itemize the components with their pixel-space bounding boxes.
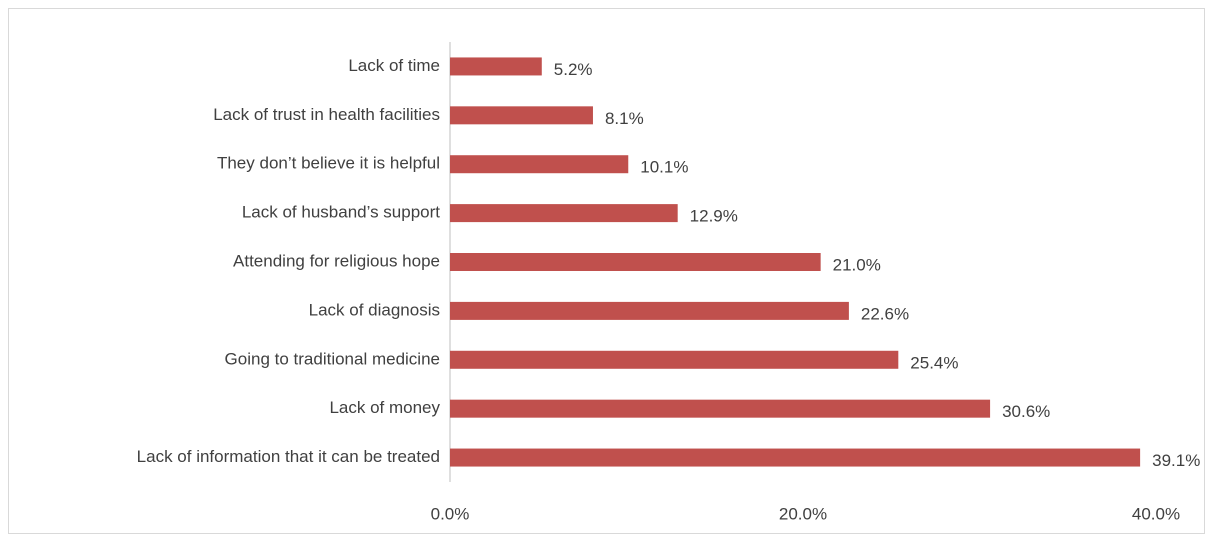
bar — [450, 399, 991, 418]
y-tick-label: Lack of time — [348, 56, 440, 75]
value-label: 21.0% — [833, 255, 881, 274]
y-tick-label: Lack of husband’s support — [242, 203, 440, 222]
bar — [450, 301, 849, 320]
value-label: 10.1% — [640, 158, 688, 177]
y-tick-label: They don’t believe it is helpful — [217, 154, 440, 173]
value-label: 12.9% — [690, 207, 738, 226]
value-label: 30.6% — [1002, 402, 1050, 421]
value-label: 5.2% — [554, 60, 593, 79]
x-tick-label: 40.0% — [1132, 504, 1180, 523]
bar — [450, 253, 821, 271]
value-label: 8.1% — [605, 109, 644, 128]
value-label: 25.4% — [910, 353, 958, 372]
x-tick-label: 0.0% — [431, 504, 470, 523]
y-tick-label: Going to traditional medicine — [225, 349, 440, 368]
y-tick-label: Attending for religious hope — [233, 251, 440, 270]
value-label: 39.1% — [1152, 451, 1200, 470]
y-tick-label: Lack of diagnosis — [309, 300, 440, 319]
bar — [450, 57, 542, 76]
bar — [450, 448, 1141, 467]
y-tick-label: Lack of money — [329, 398, 440, 417]
value-label: 22.6% — [861, 304, 909, 323]
bar — [450, 204, 678, 223]
bar — [450, 350, 899, 369]
y-tick-label: Lack of trust in health facilities — [213, 105, 440, 124]
bar — [450, 155, 629, 174]
chart-frame — [8, 8, 1205, 534]
bar — [450, 106, 593, 125]
x-tick-label: 20.0% — [779, 504, 827, 523]
y-tick-label: Lack of information that it can be treat… — [137, 447, 440, 466]
